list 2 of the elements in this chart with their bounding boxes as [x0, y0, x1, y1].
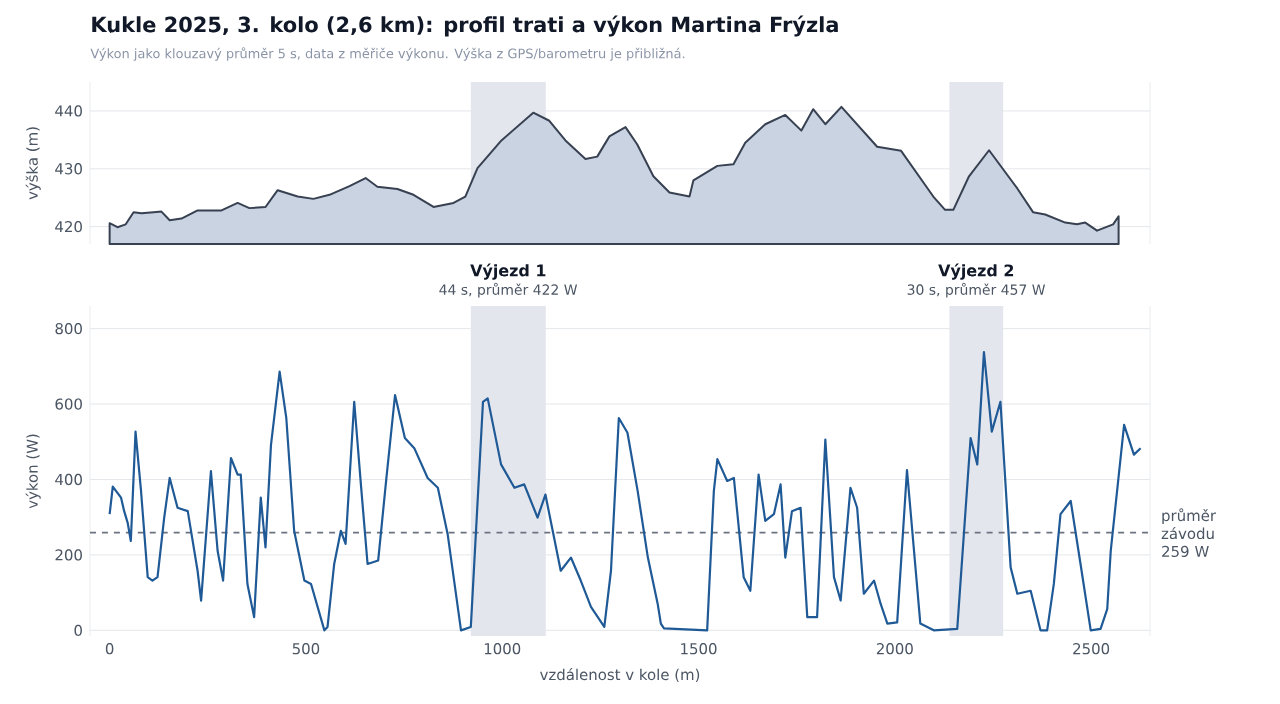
- line-series: [108, 350, 1142, 632]
- chart-title: Kukle 2025, 3. kolo (2,6 km): profil trati a výkon Martina Frýzla: [92, 15, 838, 37]
